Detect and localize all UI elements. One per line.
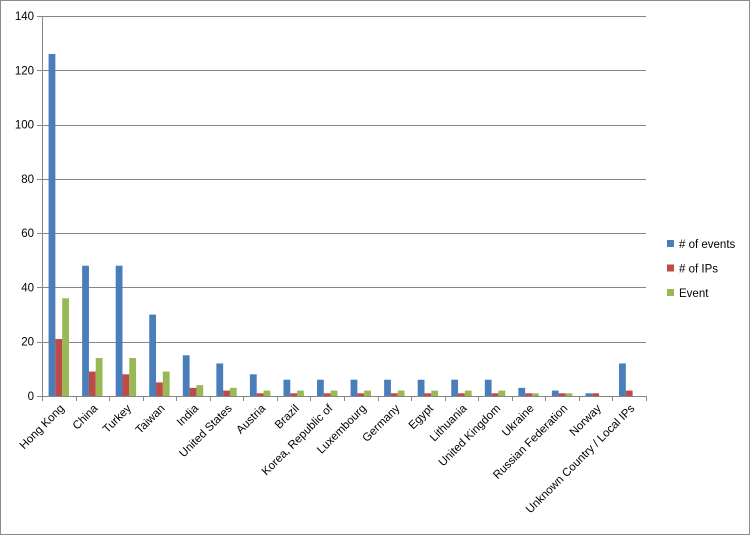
bar <box>384 379 391 396</box>
y-tick-label: 140 <box>15 11 34 23</box>
bar <box>558 393 566 396</box>
x-tick-label: Austria <box>234 402 268 436</box>
bar <box>350 379 358 396</box>
bar <box>619 363 626 396</box>
bar <box>62 298 69 396</box>
legend: # of events # of IPs Event <box>667 239 736 300</box>
bar <box>451 379 459 396</box>
bar <box>431 390 439 396</box>
bar <box>263 390 271 396</box>
bar <box>256 393 264 396</box>
x-tick-label: India <box>175 402 202 429</box>
bar <box>82 265 89 396</box>
legend-label: Event <box>679 288 709 300</box>
bar <box>484 379 492 396</box>
x-tick-label: United Kingdom <box>437 403 503 469</box>
chart-area: 0 20 40 60 80 100 120 140 Hong Kong China Turkey T… <box>0 0 750 535</box>
bar <box>518 387 526 396</box>
bar <box>458 393 465 396</box>
x-tick-label: Germany <box>361 402 403 444</box>
bar <box>357 393 365 396</box>
bar <box>55 339 63 396</box>
bar <box>417 379 425 396</box>
bar <box>290 393 298 396</box>
y-tick-label: 80 <box>21 174 34 186</box>
bar <box>162 371 170 396</box>
bar <box>317 379 324 396</box>
y-tick-label: 0 <box>28 391 34 403</box>
bar <box>216 363 224 396</box>
axes <box>37 16 647 401</box>
legend-label: # of IPs <box>679 264 718 276</box>
bar <box>498 390 506 396</box>
legend-label: # of events <box>679 239 736 251</box>
bar <box>88 371 96 396</box>
x-tick-label: Taiwan <box>134 403 168 437</box>
bar <box>525 393 532 396</box>
bar <box>297 390 304 396</box>
y-tick-label: 100 <box>15 120 34 132</box>
bar <box>149 314 157 396</box>
bar <box>390 393 398 396</box>
x-tick-label: China <box>71 402 101 432</box>
bar-chart: 0 20 40 60 80 100 120 140 Hong Kong China Turkey T… <box>15 11 736 516</box>
bar <box>323 393 331 396</box>
x-tick-label: Egypt <box>407 402 437 432</box>
bars <box>48 54 633 396</box>
bar <box>122 374 130 396</box>
bar <box>424 393 432 396</box>
x-tick-label: Brazil <box>273 403 302 432</box>
bar <box>229 387 237 396</box>
bar <box>330 390 338 396</box>
bar <box>592 393 600 396</box>
bar <box>48 54 56 396</box>
bar <box>551 390 559 396</box>
legend-swatch <box>667 240 674 247</box>
bar <box>156 382 163 396</box>
bar <box>565 393 573 396</box>
x-tick-label: Turkey <box>101 402 134 435</box>
bar <box>95 358 103 396</box>
bar <box>196 385 204 396</box>
bar <box>283 379 291 396</box>
bar <box>464 390 472 396</box>
x-tick-label: Hong Kong <box>18 403 67 452</box>
bar <box>182 355 190 396</box>
legend-swatch <box>667 289 674 296</box>
bar <box>223 390 230 396</box>
bar <box>129 358 137 396</box>
bar <box>491 393 499 396</box>
bar <box>585 393 593 396</box>
y-tick-label: 60 <box>21 228 34 240</box>
y-tick-label: 40 <box>21 282 34 294</box>
bar <box>397 390 405 396</box>
bar <box>115 265 123 396</box>
bar <box>249 374 257 396</box>
y-tick-label: 120 <box>15 65 34 77</box>
bar <box>625 390 633 396</box>
gridlines <box>42 16 646 343</box>
legend-swatch <box>667 264 674 272</box>
bar <box>531 393 539 396</box>
bar <box>364 390 371 396</box>
y-tick-label: 20 <box>21 337 34 349</box>
y-tick-labels: 0 20 40 60 80 100 120 140 <box>15 11 34 403</box>
bar <box>189 387 197 396</box>
